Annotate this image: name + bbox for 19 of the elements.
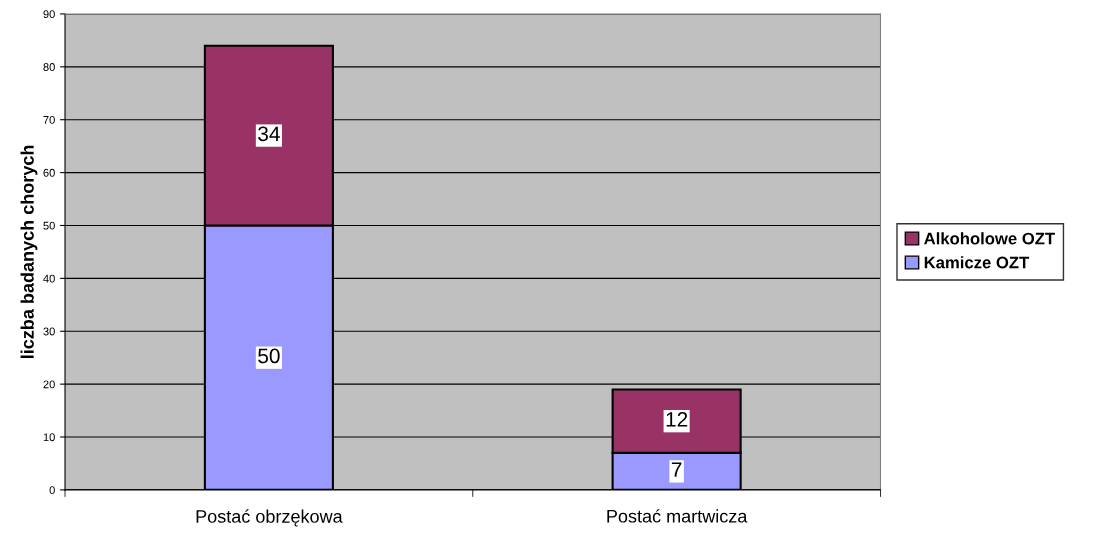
y-tick-label: 80 — [43, 63, 55, 71]
y-tick-label: 60 — [43, 168, 55, 177]
y-tick-label: 30 — [43, 327, 55, 336]
data-label: 7 — [671, 462, 682, 477]
y-tick-label: 10 — [43, 433, 55, 442]
y-tick-label: 50 — [43, 221, 55, 230]
x-tick-label: Postać obrzękowa — [196, 509, 343, 527]
y-tick-label: 70 — [43, 115, 55, 124]
data-label: 12 — [666, 411, 688, 427]
y-tick-label: 20 — [43, 380, 55, 389]
legend-label: Kamicze OZT — [924, 256, 1030, 269]
x-tick-label: Postać martwicza — [607, 509, 748, 523]
y-tick-label: 90 — [43, 10, 55, 19]
y-axis-title: liczba badanych chorych — [20, 145, 38, 359]
data-label: 50 — [258, 348, 280, 364]
data-label: 34 — [258, 126, 280, 142]
y-tick-label: 0 — [49, 486, 55, 495]
legend-label: Alkoholowe OZT — [924, 232, 1055, 245]
y-tick-label: 40 — [43, 274, 55, 283]
